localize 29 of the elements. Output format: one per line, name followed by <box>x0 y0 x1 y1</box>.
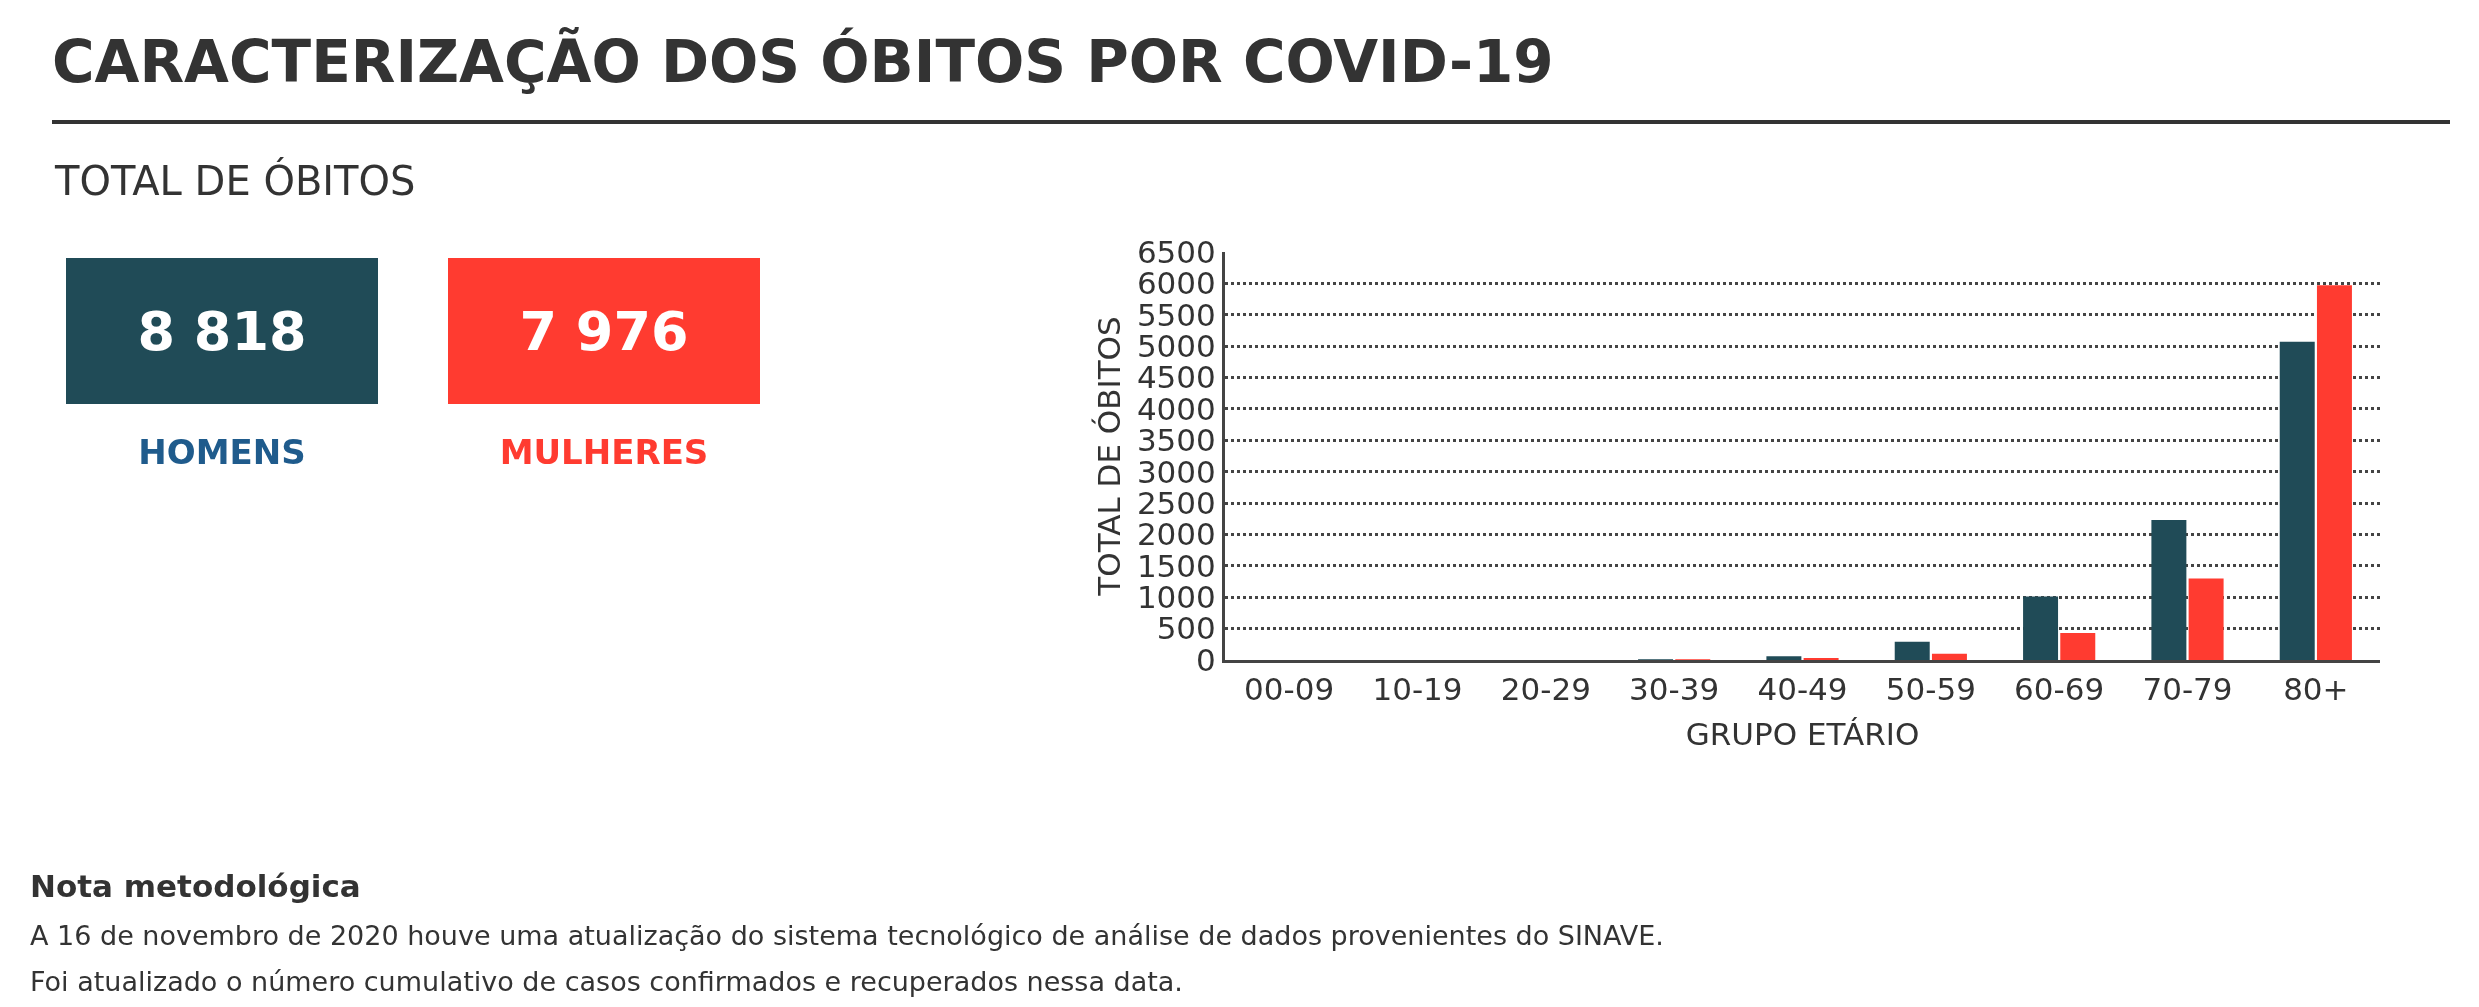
bar <box>1894 641 1930 660</box>
text: CARACTERIZAÇÃO DOS ÓBITOS POR COVID-19 <box>52 28 1554 96</box>
text: Nota metodológica <box>30 868 361 904</box>
x-tick-label: 40-49 <box>1757 671 1848 708</box>
x-tick-label: 80+ <box>2283 671 2349 708</box>
text: A 16 de novembro de 2020 houve uma atualização do sistema tecnológico de análise de dados provenientes do SINAVE. <box>30 920 1664 951</box>
x-tick-label: 30-39 <box>1629 671 1720 708</box>
bar <box>2279 341 2315 660</box>
bar <box>2060 633 2096 660</box>
bar <box>2023 596 2059 660</box>
x-tick-label: 50-59 <box>1885 671 1976 708</box>
text: Foi atualizado o número cumulativo de casos confirmados e recuperados nessa data. <box>30 966 1183 997</box>
text: 8 818 <box>137 299 307 363</box>
category-label: MULHERES <box>498 432 710 472</box>
x-tick-label: 60-69 <box>2014 671 2105 708</box>
category-label: HOMENS <box>137 432 307 472</box>
x-tick-label: 20-29 <box>1500 671 1591 708</box>
x-tick-label: 00-09 <box>1244 671 1335 708</box>
bar <box>2188 578 2224 660</box>
x-axis-title: GRUPO ETÁRIO <box>1685 716 1920 753</box>
bar <box>2316 285 2352 660</box>
x-tick-label: 10-19 <box>1372 671 1463 708</box>
text: 7 976 <box>519 299 689 363</box>
text: TOTAL DE ÓBITOS <box>55 158 416 204</box>
x-tick-label: 70-79 <box>2142 671 2233 708</box>
y-axis-title: TOTAL DE ÓBITOS <box>1090 316 1127 597</box>
bar <box>1931 653 1967 660</box>
bar <box>2151 520 2187 660</box>
bar <box>1766 656 1802 660</box>
